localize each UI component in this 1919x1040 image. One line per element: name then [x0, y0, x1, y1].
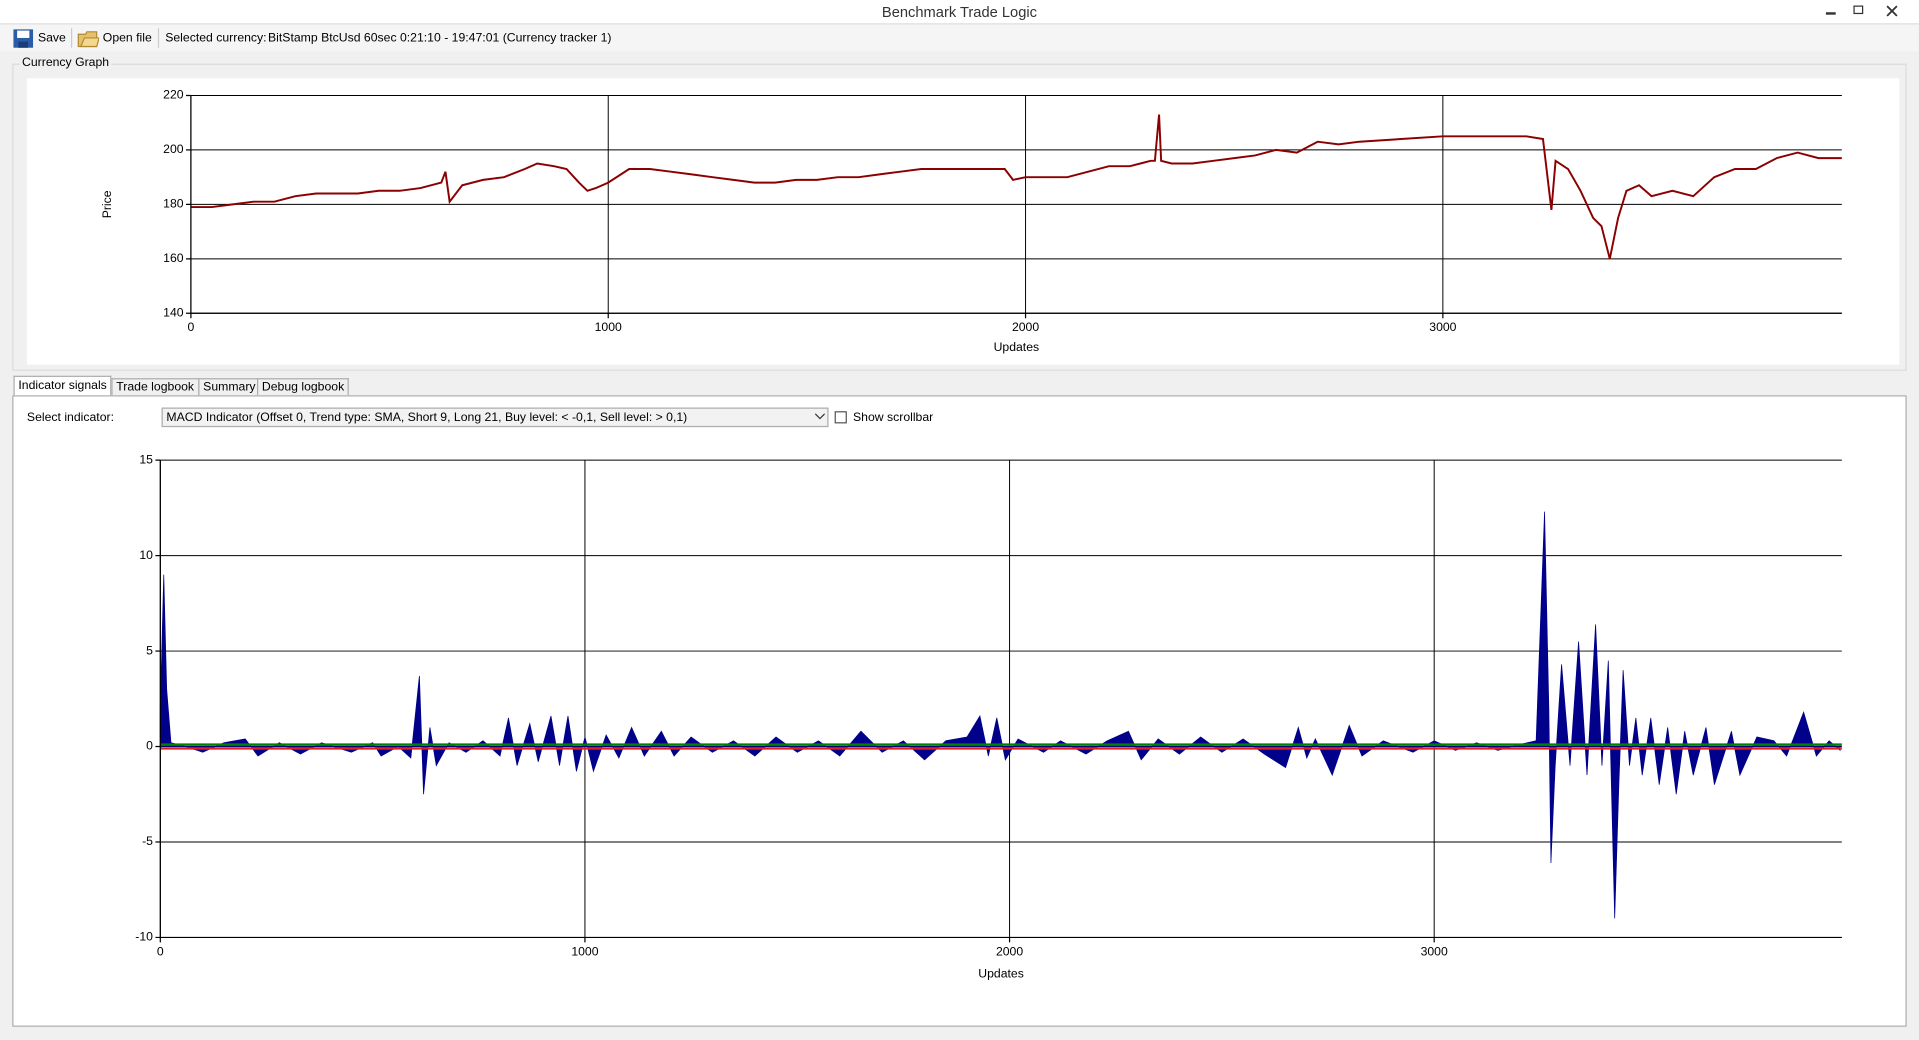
y-tick-label: -10	[135, 930, 153, 944]
y-tick-label: 160	[163, 251, 184, 265]
x-tick-label: 0	[157, 944, 164, 958]
separator	[70, 28, 73, 48]
x-tick-label: 3000	[1421, 944, 1448, 958]
price-line	[190, 114, 1842, 260]
window-controls	[1825, 5, 1898, 17]
indicator-chart: -10 -5 0 5 10 15 0 1000 2000 3000 Updates	[135, 452, 1842, 980]
x-tick-label: 1000	[571, 944, 598, 958]
x-tick-label: 0	[188, 320, 195, 334]
y-tick-label: -5	[142, 834, 153, 848]
x-tick-label: 1000	[595, 320, 622, 334]
tab[interactable]: Trade logbook	[111, 378, 199, 396]
y-tick-label: 5	[146, 643, 153, 657]
tab-active[interactable]: Indicator signals	[13, 375, 112, 397]
x-tick-label: 2000	[1012, 320, 1039, 334]
scrollbar-checkbox[interactable]	[834, 411, 847, 424]
tab[interactable]: Debug logbook	[256, 378, 350, 396]
minimize-button[interactable]	[1825, 12, 1836, 15]
x-axis-title: Updates	[978, 966, 1024, 980]
y-axis-title: Price	[100, 190, 114, 218]
window-title: Benchmark Trade Logic	[881, 3, 1037, 21]
indicator-dropdown[interactable]: MACD Indicator (Offset 0, Trend type: SM…	[161, 407, 829, 428]
save-button[interactable]: Save	[37, 31, 66, 46]
title-bar: Benchmark Trade Logic	[0, 0, 1919, 25]
y-tick-label: 0	[146, 739, 153, 753]
y-tick-label: 15	[139, 452, 153, 466]
y-tick-label: 220	[163, 88, 184, 102]
selected-currency: BitStamp BtcUsd 60sec 0:21:10 - 19:47:01…	[268, 31, 612, 46]
save-icon	[13, 29, 34, 48]
indicator-area	[159, 511, 1841, 919]
dropdown-value: MACD Indicator (Offset 0, Trend type: SM…	[166, 411, 688, 425]
tab[interactable]: Summary	[198, 378, 261, 396]
select-indicator-label: Select indicator:	[26, 411, 115, 425]
y-tick-label: 200	[163, 142, 184, 156]
y-tick-label: 10	[139, 548, 153, 562]
x-axis-title: Updates	[994, 340, 1040, 354]
separator	[157, 28, 160, 48]
y-tick-label: 140	[163, 306, 184, 320]
restore-button[interactable]	[1853, 5, 1864, 15]
x-tick-label: 2000	[996, 944, 1023, 958]
y-tick-label: 180	[163, 197, 184, 211]
open-file-button[interactable]: Open file	[102, 31, 152, 46]
currency-graph-group	[12, 63, 1907, 371]
close-button[interactable]	[1886, 5, 1898, 17]
open-icon	[77, 31, 100, 48]
price-chart: 140 160 180 200 220 0 1000 2000 3000 Updates Price	[26, 78, 1900, 365]
show-scrollbar-label[interactable]: Show scrollbar	[852, 411, 934, 425]
dropdown-arrow	[815, 413, 825, 420]
x-tick-label: 3000	[1429, 320, 1456, 334]
selected-currency-label: Selected currency:	[165, 31, 267, 46]
group-title: Currency Graph	[19, 56, 112, 70]
toolbar: Save Open file Selected currency: BitSta…	[0, 24, 1919, 52]
